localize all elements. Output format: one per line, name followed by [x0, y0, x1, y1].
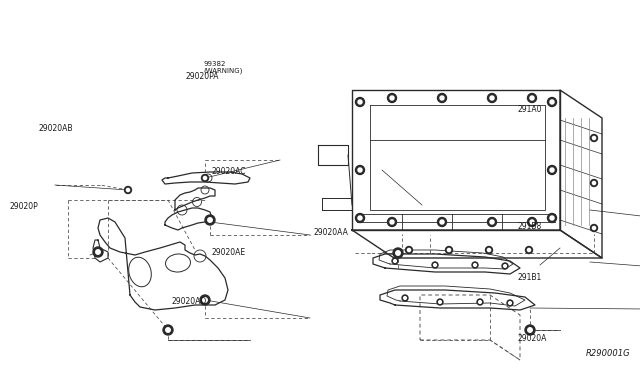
- Circle shape: [486, 247, 493, 253]
- Circle shape: [504, 264, 506, 267]
- Circle shape: [488, 218, 497, 227]
- Circle shape: [440, 220, 444, 224]
- Text: 29020AE: 29020AE: [211, 248, 245, 257]
- Circle shape: [390, 96, 394, 100]
- Circle shape: [396, 251, 400, 255]
- Circle shape: [438, 93, 447, 103]
- Text: 29020A: 29020A: [517, 334, 547, 343]
- Circle shape: [593, 182, 596, 185]
- Circle shape: [394, 260, 396, 262]
- Circle shape: [550, 216, 554, 220]
- Circle shape: [474, 264, 476, 266]
- Text: 29020P: 29020P: [10, 202, 38, 211]
- Circle shape: [358, 168, 362, 172]
- Text: 291B8: 291B8: [517, 222, 541, 231]
- Text: 29020PA: 29020PA: [186, 72, 219, 81]
- Circle shape: [402, 295, 408, 301]
- Circle shape: [390, 220, 394, 224]
- Circle shape: [438, 218, 447, 227]
- Circle shape: [355, 166, 365, 174]
- Circle shape: [472, 262, 478, 268]
- Circle shape: [527, 93, 536, 103]
- Circle shape: [355, 97, 365, 106]
- Circle shape: [477, 299, 483, 305]
- Circle shape: [490, 96, 494, 100]
- Text: 29020AA: 29020AA: [314, 228, 348, 237]
- Circle shape: [525, 247, 532, 253]
- Circle shape: [203, 298, 207, 302]
- Circle shape: [358, 100, 362, 104]
- Circle shape: [527, 218, 536, 227]
- Circle shape: [591, 224, 598, 231]
- Circle shape: [591, 135, 598, 141]
- Circle shape: [479, 301, 481, 303]
- Circle shape: [593, 137, 596, 140]
- Circle shape: [445, 247, 452, 253]
- Circle shape: [550, 168, 554, 172]
- Circle shape: [200, 295, 210, 305]
- Circle shape: [490, 220, 494, 224]
- Circle shape: [488, 93, 497, 103]
- Circle shape: [502, 263, 508, 269]
- Circle shape: [528, 328, 532, 332]
- Circle shape: [202, 174, 209, 182]
- Circle shape: [208, 218, 212, 222]
- Circle shape: [547, 214, 557, 222]
- Circle shape: [406, 247, 413, 253]
- Circle shape: [525, 325, 535, 335]
- Circle shape: [387, 93, 397, 103]
- Circle shape: [358, 216, 362, 220]
- Circle shape: [507, 300, 513, 306]
- Circle shape: [438, 301, 442, 303]
- Circle shape: [166, 328, 170, 332]
- Text: 29020AB: 29020AB: [38, 124, 73, 133]
- Circle shape: [204, 176, 207, 180]
- Circle shape: [127, 189, 129, 192]
- Circle shape: [163, 325, 173, 335]
- Circle shape: [96, 250, 100, 254]
- Text: 99382
(WARNING): 99382 (WARNING): [204, 61, 243, 74]
- Circle shape: [530, 96, 534, 100]
- Circle shape: [591, 180, 598, 186]
- Circle shape: [440, 96, 444, 100]
- Text: 291B1: 291B1: [517, 273, 541, 282]
- Text: 29020AD: 29020AD: [172, 297, 207, 306]
- Circle shape: [393, 248, 403, 258]
- Circle shape: [355, 214, 365, 222]
- Text: 291A0: 291A0: [517, 105, 541, 114]
- Circle shape: [530, 220, 534, 224]
- Circle shape: [527, 248, 531, 251]
- Circle shape: [387, 218, 397, 227]
- Circle shape: [447, 248, 451, 251]
- Circle shape: [434, 264, 436, 266]
- Circle shape: [392, 258, 398, 264]
- Circle shape: [488, 248, 491, 251]
- Text: 29020AC: 29020AC: [211, 167, 246, 176]
- Circle shape: [550, 100, 554, 104]
- Circle shape: [432, 262, 438, 268]
- Circle shape: [404, 296, 406, 299]
- Circle shape: [547, 97, 557, 106]
- Circle shape: [509, 302, 511, 304]
- Circle shape: [408, 248, 411, 251]
- Circle shape: [547, 166, 557, 174]
- Circle shape: [205, 215, 215, 225]
- Circle shape: [93, 247, 103, 257]
- Text: R290001G: R290001G: [586, 349, 630, 358]
- Circle shape: [593, 227, 596, 230]
- Circle shape: [437, 299, 443, 305]
- Circle shape: [125, 186, 131, 193]
